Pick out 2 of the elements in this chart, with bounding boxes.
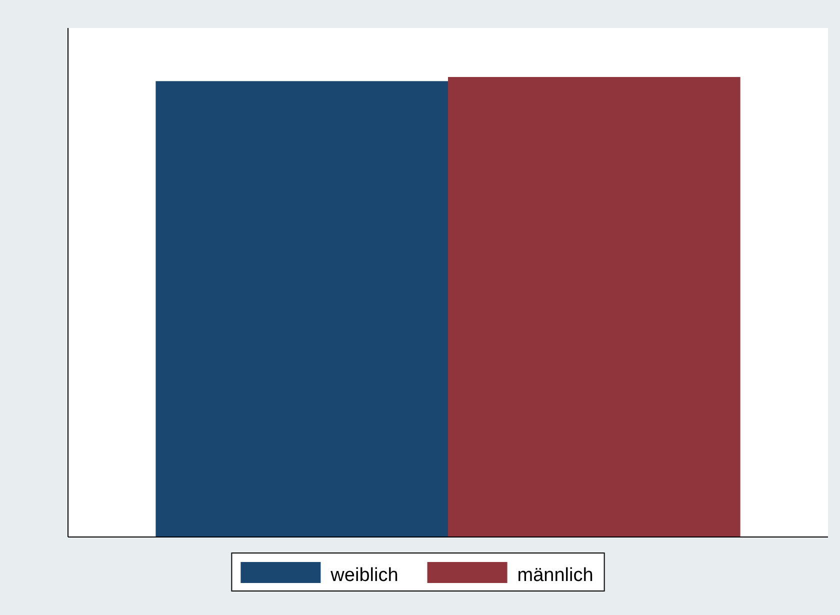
legend-label: weiblich — [330, 565, 398, 586]
legend-label: männlich — [517, 565, 594, 586]
